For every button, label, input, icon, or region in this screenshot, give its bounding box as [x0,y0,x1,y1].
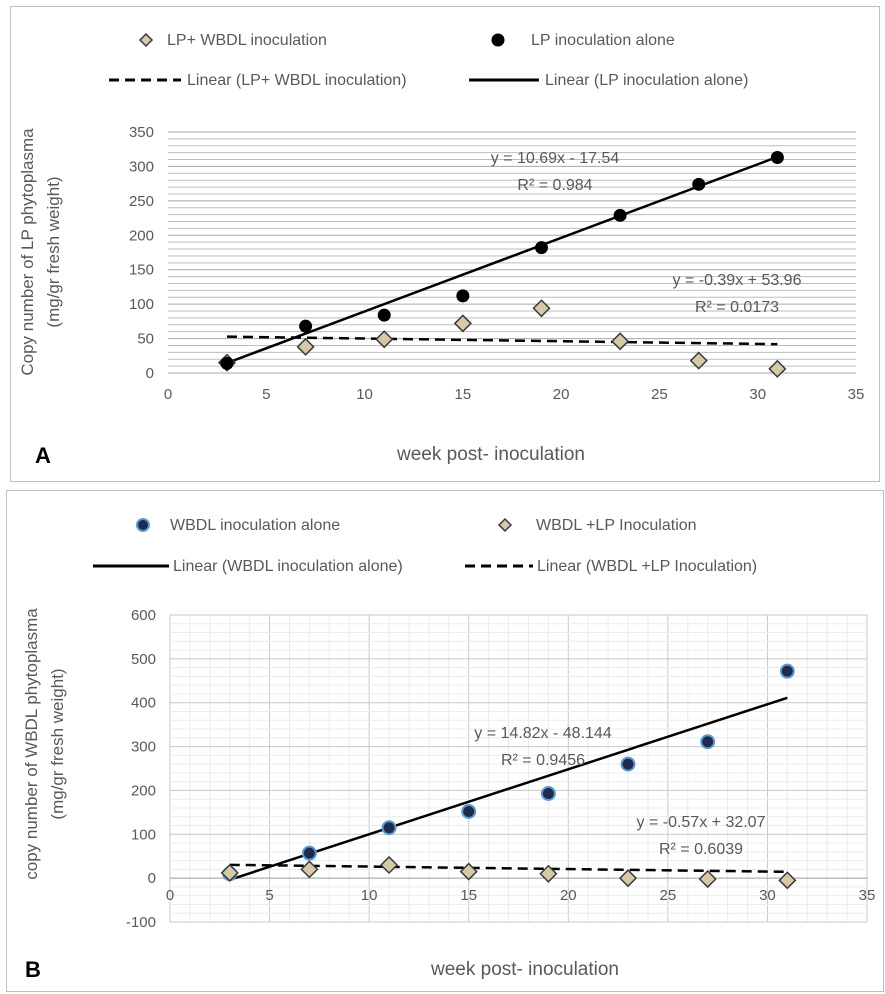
y-tick-label: 0 [148,870,156,887]
y-tick-label: 350 [129,124,154,141]
x-tick-label: 35 [859,887,876,904]
legend-label: LP+ WBDL inoculation [167,32,327,49]
legend-label: Linear (LP inoculation alone) [545,72,748,89]
data-point-diamond [698,869,717,889]
data-point-circle [299,319,313,333]
y-tick-label: 600 [131,607,156,624]
legend-marker-diamond [138,32,154,48]
data-point-diamond [768,359,787,378]
x-tick-label: 25 [651,386,668,403]
y-tick-label: 300 [129,158,154,175]
trendline-r-squared: R² = 0.6039 [659,841,743,858]
x-tick-label: 5 [262,386,270,403]
y-tick-label: -100 [126,914,156,931]
data-point-circle [779,663,795,679]
trendline-dashed [226,335,778,346]
y-tick-label: 400 [131,695,156,712]
chart-panel-a: 0 5 10 15 20 25 30 35 0 50 100 150 200 250 300 350 y = 1… [10,6,880,482]
data-point-circle [220,356,234,370]
trendline-equation: y = -0.57x + 32.07 [637,814,766,831]
x-tick-label: 0 [166,887,174,904]
y-axis-title: copy number of WBDL phytoplasma [22,608,41,880]
x-tick-label: 15 [460,887,477,904]
x-tick-label: 30 [749,386,766,403]
legend-label: WBDL inoculation alone [170,517,340,534]
data-point-diamond [220,863,239,882]
legend-marker-circle [491,33,505,47]
data-point-circle [456,289,470,303]
x-axis-title: week post- inoculation [396,444,585,465]
data-point-diamond [379,855,399,875]
data-point-circle [461,803,477,819]
y-axis-title: (mg/gr fresh weight) [48,668,67,819]
y-axis-title: (mg/gr fresh weight) [44,176,63,327]
trendline-equation: y = 10.69x - 17.54 [491,150,620,167]
chart-b: 0 5 10 15 20 25 30 35 -100 0 100 200 300 400 500 600 y =… [22,517,876,982]
y-tick-label: 250 [129,193,154,210]
x-tick-label: 10 [356,386,373,403]
data-point-diamond [689,351,708,370]
panel-label: A [35,443,51,468]
trendline-equation: y = -0.39x + 53.96 [673,272,802,289]
data-point-circle [534,241,548,255]
x-tick-label: 35 [848,386,865,403]
trendline-r-squared: R² = 0.9456 [501,752,585,769]
x-tick-label: 15 [455,386,472,403]
data-point-diamond [296,337,315,356]
y-tick-label: 150 [129,262,154,279]
data-point-diamond [459,862,478,881]
y-tick-label: 0 [146,365,154,382]
data-point-diamond [453,314,472,333]
data-point-circle [377,308,391,322]
trendline-solid [229,696,788,881]
data-point-diamond [618,869,638,888]
trendline-equation: y = 14.82x - 48.144 [474,725,612,742]
data-point-diamond [539,864,558,883]
x-tick-label: 5 [265,887,273,904]
y-tick-label: 100 [131,826,156,843]
data-point-diamond [778,871,797,890]
x-tick-label: 20 [553,386,570,403]
data-point-circle [381,820,397,836]
y-tick-label: 100 [129,296,154,313]
data-point-diamond [611,332,630,351]
data-point-circle [620,756,636,772]
y-tick-label: 500 [131,651,156,668]
data-point-circle [770,150,784,164]
legend-label: LP inoculation alone [531,32,675,49]
y-axis-title: Copy number of LP phytoplasma [18,128,37,376]
trendline-dashed [229,863,788,874]
y-tick-label: 200 [129,227,154,244]
data-point-circle [700,734,716,750]
legend-label: Linear (WBDL inoculation alone) [173,558,403,575]
y-tick-label: 200 [131,782,156,799]
y-tick-label: 50 [137,331,154,348]
panel-label: B [25,957,41,982]
x-tick-label: 10 [361,887,378,904]
trendline-r-squared: R² = 0.984 [517,177,592,194]
y-tick-label: 300 [131,739,156,756]
trendline-solid [226,155,778,365]
data-point-diamond [300,860,319,879]
data-point-diamond [532,299,551,318]
legend-label: WBDL +LP Inoculation [536,517,697,534]
legend-marker-diamond [497,517,513,533]
legend-label: Linear (WBDL +LP Inoculation) [537,558,757,575]
legend-marker-circle [136,518,150,532]
legend-label: Linear (LP+ WBDL inoculation) [187,72,407,89]
trendline-r-squared: R² = 0.0173 [695,299,779,316]
x-tick-label: 25 [660,887,677,904]
x-tick-label: 20 [560,887,577,904]
data-point-circle [301,845,317,861]
chart-panel-b: 0 5 10 15 20 25 30 35 -100 0 100 200 300 400 500 600 y =… [6,490,884,992]
data-point-diamond [375,330,394,349]
data-point-circle [692,177,706,191]
x-tick-label: 30 [759,887,776,904]
x-tick-label: 0 [164,386,172,403]
data-point-circle [613,208,627,222]
data-point-circle [540,785,556,801]
x-axis-title: week post- inoculation [430,959,619,980]
